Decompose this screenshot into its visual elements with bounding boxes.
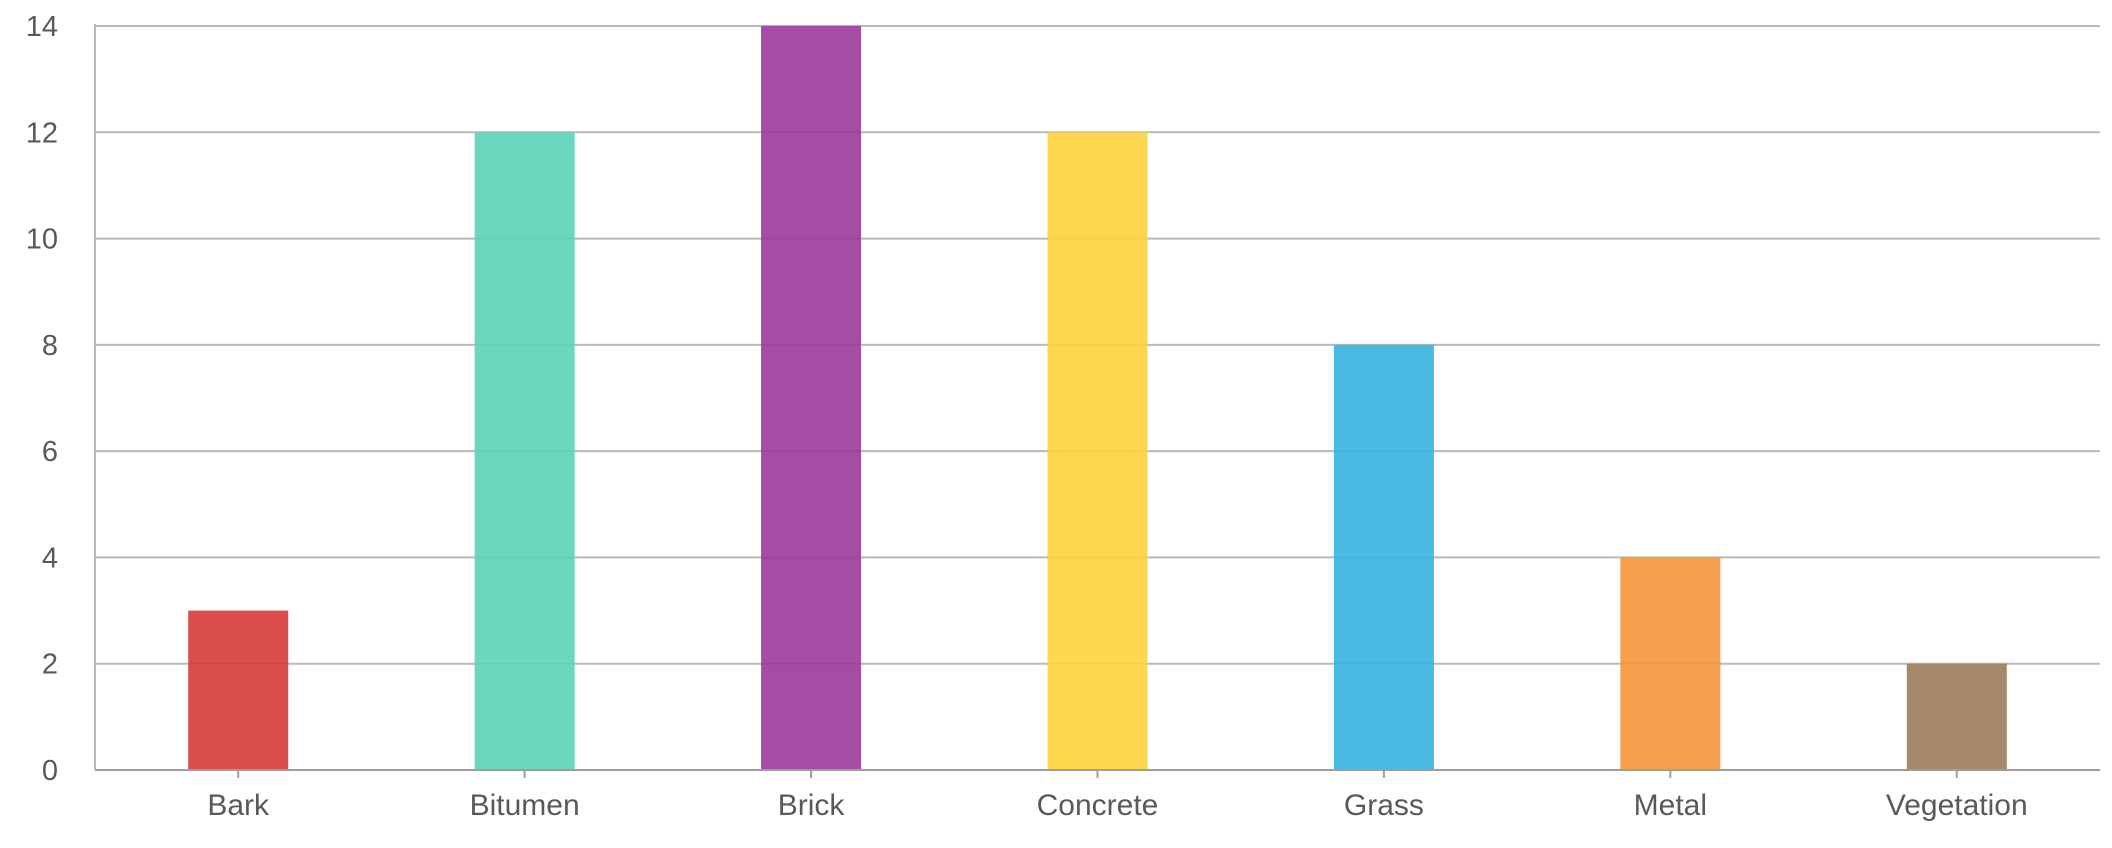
y-axis-tick-labels: 0 2 4 6 8 10 12 14 [26,11,58,787]
x-tick-label: Metal [1634,789,1707,822]
y-tick-label: 12 [26,117,58,149]
bar-grass[interactable] [1333,344,1434,770]
x-tick-label: Grass [1344,789,1424,822]
y-tick-label: 14 [26,11,58,43]
y-tick-label: 10 [26,224,58,256]
y-tick-label: 4 [42,542,58,574]
bar-bitumen[interactable] [474,132,575,771]
x-tick-label: Concrete [1037,789,1159,822]
bars [188,26,2007,771]
y-tick-label: 2 [42,649,58,681]
y-tick-label: 8 [42,330,58,362]
x-tick-label: Bitumen [470,789,580,822]
y-tick-label: 6 [42,436,58,468]
x-tick-label: Vegetation [1886,789,2028,822]
x-axis-tick-labels: Bark Bitumen Brick Concrete Grass Metal Vegeta… [207,789,2027,822]
bar-metal[interactable] [1620,557,1721,770]
bar-bark[interactable] [188,610,289,770]
y-tick-label: 0 [42,755,58,787]
bar-concrete[interactable] [1047,132,1148,771]
bar-brick[interactable] [761,26,862,770]
axes [94,24,2100,778]
x-tick-label: Brick [778,789,846,822]
x-tick-label: Bark [207,789,270,822]
bar-vegetation[interactable] [1906,663,2007,770]
